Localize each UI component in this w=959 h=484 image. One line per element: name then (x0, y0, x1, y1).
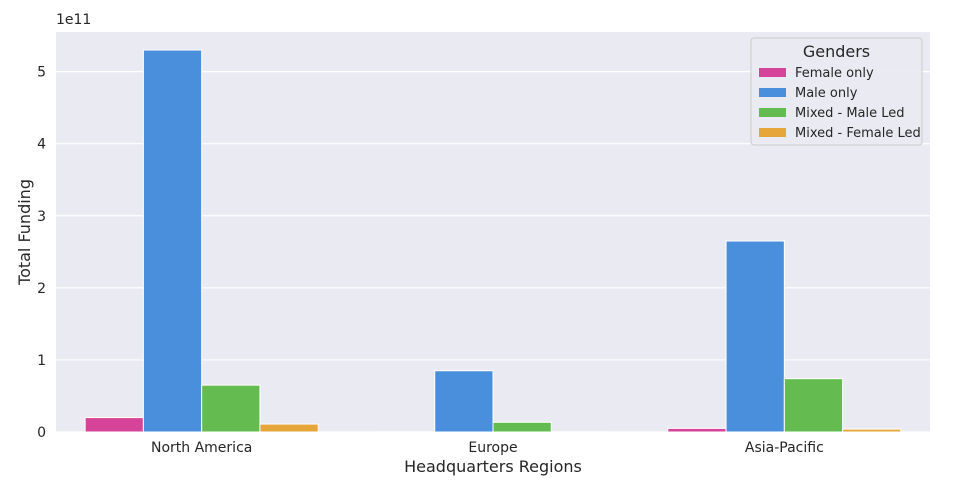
legend-label: Female only (795, 66, 874, 81)
x-tick-label: Asia-Pacific (745, 440, 824, 456)
x-ticks: North America Europe Asia-Pacific (151, 440, 824, 456)
bar-mixed-female-led-north-america (259, 423, 319, 433)
bar-female-only-asia-pacific (667, 427, 727, 433)
legend-swatch (759, 128, 786, 137)
legend-title: Genders (803, 42, 870, 61)
x-tick-label: North America (151, 440, 252, 456)
bar-female-only-north-america (84, 417, 144, 433)
legend-label: Mixed - Female Led (795, 126, 921, 141)
legend-swatch (759, 88, 786, 97)
bar-male-only-north-america (142, 49, 203, 433)
x-tick-label: Europe (468, 440, 517, 456)
y-scale-label: 1e11 (56, 12, 91, 28)
legend-items: Female only Male only Mixed - Male Led Mixe… (759, 66, 921, 141)
y-tick-label: 3 (37, 209, 46, 225)
bar-male-only-asia-pacific (725, 240, 785, 433)
legend-swatch (759, 108, 786, 117)
y-tick-label: 2 (37, 281, 46, 297)
legend-box (750, 37, 923, 146)
legend-label: Male only (795, 86, 858, 101)
bar-mixed-male-led-asia-pacific (783, 378, 844, 433)
y-tick-label: 1 (37, 353, 46, 369)
legend-label: Mixed - Male Led (795, 106, 905, 121)
bar-mixed-male-led-north-america (201, 384, 261, 433)
y-axis-label: Total Funding (15, 179, 34, 286)
bars (84, 49, 902, 433)
y-tick-label: 5 (37, 65, 46, 81)
y-ticks: 0 1 2 3 4 5 (37, 65, 46, 441)
y-tick-label: 0 (37, 425, 46, 441)
bar-mixed-male-led-europe (492, 421, 552, 433)
x-axis-label: Headquarters Regions (404, 457, 582, 476)
bar-mixed-female-led-asia-pacific (842, 428, 902, 433)
legend-swatch (759, 68, 786, 77)
y-tick-label: 4 (37, 137, 46, 153)
bar-male-only-europe (434, 370, 494, 433)
legend: Genders Female only Male only Mixed - Male… (750, 37, 923, 146)
